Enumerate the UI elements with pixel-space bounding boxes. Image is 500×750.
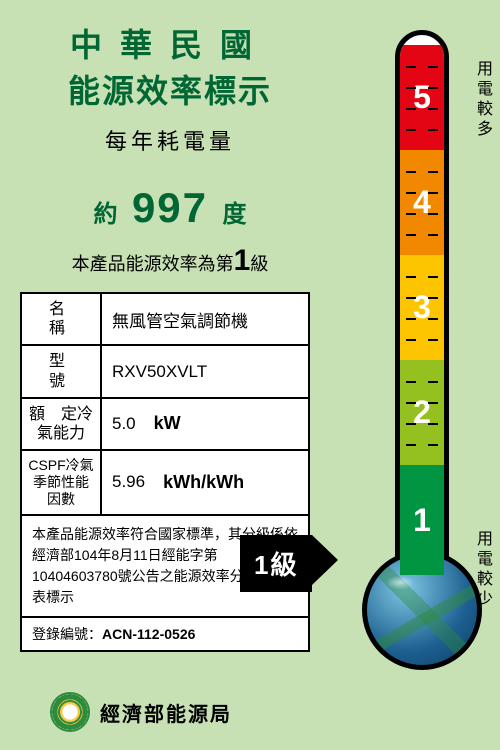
model-value: RXV50XVLT xyxy=(102,346,308,396)
rank-number: 1 xyxy=(234,244,251,277)
capacity-unit: kW xyxy=(154,413,181,434)
cspf-value-cell: 5.96 kWh/kWh xyxy=(102,451,308,513)
cspf-unit: kWh/kWh xyxy=(163,472,244,493)
thermometer-segment-3: 3 xyxy=(400,255,444,360)
tick xyxy=(406,66,416,68)
tick xyxy=(428,213,438,215)
thermometer-tube: 54321 xyxy=(395,30,449,570)
tick xyxy=(428,423,438,425)
rank-arrow: 1級 xyxy=(240,535,312,592)
tick xyxy=(406,87,416,89)
table-row: 額 定冷氣能力 5.0 kW xyxy=(22,399,308,451)
tick xyxy=(428,129,438,131)
tick xyxy=(406,108,416,110)
rank-prefix: 本產品能源效率為第 xyxy=(72,254,234,274)
model-label: 型號 xyxy=(22,346,102,396)
tick xyxy=(406,171,416,173)
country-title: 中華民國 xyxy=(20,20,320,66)
tick xyxy=(406,318,416,320)
tick xyxy=(428,339,438,341)
rank-suffix: 級 xyxy=(250,254,268,274)
capacity-value-cell: 5.0 kW xyxy=(102,399,308,449)
subtitle: 每年耗電量 xyxy=(20,124,320,156)
tick xyxy=(406,423,416,425)
table-row: 型號 RXV50XVLT xyxy=(22,346,308,398)
tick xyxy=(406,297,416,299)
tick xyxy=(428,318,438,320)
tick xyxy=(428,297,438,299)
rank-arrow-text: 1級 xyxy=(240,535,312,592)
label-title: 能源效率標示 xyxy=(20,66,320,112)
tick xyxy=(406,192,416,194)
cspf-label: CSPF冷氣季節性能因數 xyxy=(22,451,102,513)
capacity-label: 額 定冷氣能力 xyxy=(22,399,102,449)
thermometer: 54321 xyxy=(392,30,452,670)
tick xyxy=(428,171,438,173)
tick xyxy=(428,234,438,236)
name-label: 名稱 xyxy=(22,294,102,344)
tick xyxy=(428,108,438,110)
spec-table: 名稱 無風管空氣調節機 型號 RXV50XVLT 額 定冷氣能力 5.0 kW … xyxy=(20,292,310,652)
consumption-value: 997 xyxy=(132,184,208,232)
tick xyxy=(406,381,416,383)
tick xyxy=(428,87,438,89)
label-more-power: 用電較多 xyxy=(470,60,494,140)
agency-name: 經濟部能源局 xyxy=(100,698,232,727)
tick xyxy=(406,129,416,131)
thermometer-segment-2: 2 xyxy=(400,360,444,465)
tick xyxy=(406,234,416,236)
agency-seal-icon xyxy=(50,692,90,732)
reg-label: 登錄編號： xyxy=(32,626,102,642)
annual-consumption: 約 997 度 xyxy=(20,184,320,232)
tick xyxy=(428,402,438,404)
thermometer-segment-4: 4 xyxy=(400,150,444,255)
thermometer-segment-5: 5 xyxy=(400,45,444,150)
cspf-value: 5.96 xyxy=(112,472,145,492)
name-value: 無風管空氣調節機 xyxy=(102,294,308,344)
tick xyxy=(428,444,438,446)
registration-row: 登錄編號：ACN-112-0526 xyxy=(22,618,308,650)
table-row: 名稱 無風管空氣調節機 xyxy=(22,294,308,346)
tick xyxy=(406,339,416,341)
consumption-unit: 度 xyxy=(222,194,246,229)
tick xyxy=(428,192,438,194)
tick xyxy=(406,276,416,278)
tick xyxy=(406,402,416,404)
tick xyxy=(428,66,438,68)
approx-label: 約 xyxy=(94,194,118,229)
reg-value: ACN-112-0526 xyxy=(102,626,195,642)
tick xyxy=(406,444,416,446)
rank-sentence: 本產品能源效率為第1級 xyxy=(20,244,320,278)
tick xyxy=(428,276,438,278)
thermometer-neck xyxy=(400,545,444,575)
capacity-value: 5.0 xyxy=(112,414,136,434)
tick xyxy=(428,381,438,383)
footer: 經濟部能源局 xyxy=(50,692,232,732)
table-row: CSPF冷氣季節性能因數 5.96 kWh/kWh xyxy=(22,451,308,515)
tick xyxy=(406,213,416,215)
